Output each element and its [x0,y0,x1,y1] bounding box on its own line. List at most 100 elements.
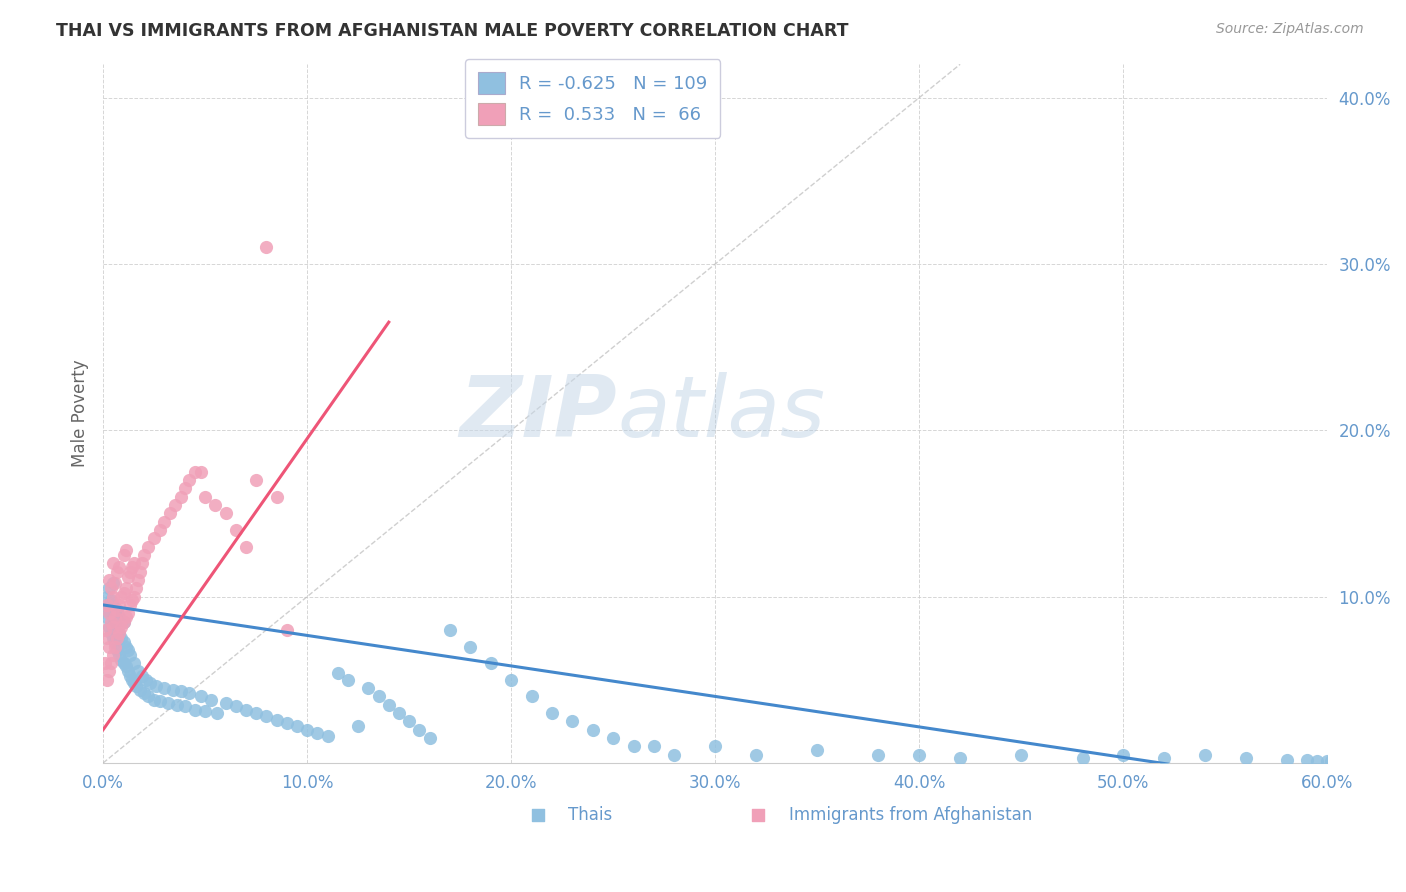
Point [501,673,523,687]
Point [96,598,118,612]
Point [602,731,624,745]
Point [184,465,207,479]
Point [98,573,121,587]
Point [127,665,149,679]
Point [1275,753,1298,767]
Point [136,690,159,704]
Point [1234,751,1257,765]
Point [103,557,125,571]
Point [1153,751,1175,765]
Point [326,666,349,681]
Point [108,626,131,640]
Point [664,747,686,762]
Point [908,747,931,762]
Point [204,498,226,512]
Point [817,880,839,892]
Point [307,726,329,740]
Point [103,576,125,591]
Point [104,636,127,650]
Point [117,643,139,657]
Point [121,593,143,607]
Point [541,706,564,720]
Point [104,609,127,624]
Point [128,682,150,697]
Point [177,473,200,487]
Point [143,692,166,706]
Point [149,694,172,708]
Point [357,681,380,695]
Point [266,713,288,727]
Point [98,598,121,612]
Point [96,590,118,604]
Point [131,669,153,683]
Point [439,623,461,637]
Point [367,690,389,704]
Point [122,656,145,670]
Point [107,623,129,637]
Point [225,523,247,537]
Point [479,656,502,670]
Point [112,615,135,629]
Point [254,240,277,254]
Point [112,634,135,648]
Point [108,559,131,574]
Point [103,648,125,662]
Point [235,703,257,717]
Point [419,731,441,745]
Point [194,490,217,504]
Text: ZIP: ZIP [460,372,617,455]
Point [868,747,890,762]
Point [235,540,257,554]
Point [94,603,117,617]
Point [806,742,828,756]
Point [100,593,122,607]
Point [107,603,129,617]
Point [347,719,370,733]
Point [114,582,136,596]
Point [108,598,131,612]
Point [184,703,207,717]
Point [108,609,131,624]
Point [132,686,155,700]
Point [153,515,176,529]
Point [460,640,482,654]
Point [125,582,148,596]
Point [110,590,132,604]
Point [121,559,143,574]
Point [94,656,117,670]
Point [104,615,127,629]
Point [136,540,159,554]
Point [336,673,359,687]
Point [96,609,118,624]
Point [177,686,200,700]
Point [103,631,125,645]
Point [949,751,972,765]
Point [190,465,212,479]
Point [94,623,117,637]
Point [98,607,121,621]
Point [408,723,430,737]
Point [169,490,191,504]
Point [245,473,267,487]
Point [173,482,195,496]
Point [98,665,121,679]
Point [153,681,176,695]
Point [122,590,145,604]
Point [162,682,184,697]
Point [104,640,127,654]
Point [103,609,125,624]
Point [149,523,172,537]
Point [169,684,191,698]
Text: Source: ZipAtlas.com: Source: ZipAtlas.com [1216,22,1364,37]
Point [112,615,135,629]
Point [1184,880,1206,892]
Point [112,656,135,670]
Point [316,730,339,744]
Point [132,548,155,562]
Point [214,696,236,710]
Point [100,615,122,629]
Point [1071,751,1094,765]
Point [98,619,121,633]
Point [163,498,186,512]
Y-axis label: Male Poverty: Male Poverty [72,359,89,467]
